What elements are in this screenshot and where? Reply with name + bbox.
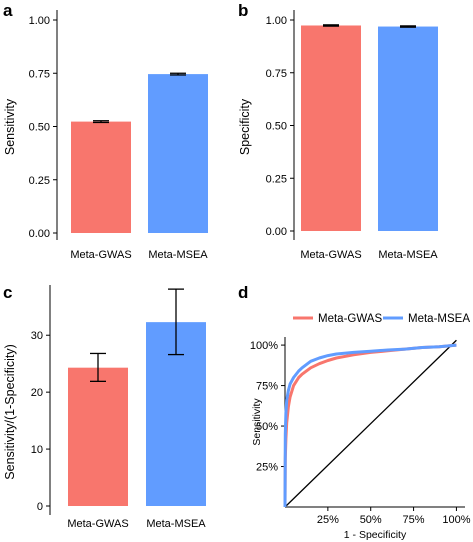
panel-d-legend: Meta-GWAS Meta-MSEA <box>293 313 470 325</box>
panel-b-y-axis-title: Specificity <box>238 98 252 155</box>
panel-d-roc-chart: Meta-GWAS Meta-MSEA Sensitivity 1 - Spec… <box>250 313 471 541</box>
panel-a-y-tick-label: 0.00 <box>29 228 50 240</box>
panel-a-error-bar-meta-gwas <box>93 120 109 124</box>
panel-b-bar-meta-msea <box>378 26 438 231</box>
panel-a-x-tick-label-meta-msea: Meta-MSEA <box>148 249 208 261</box>
panel-a-bar-meta-msea <box>148 74 208 234</box>
panel-letter-b: b <box>238 1 248 20</box>
panel-b-y-tick-label: 0.75 <box>266 68 287 80</box>
legend-label-meta-msea: Meta-MSEA <box>408 313 470 325</box>
panel-a-y-tick-label: 1.00 <box>29 15 50 27</box>
panel-d-y-tick-label: 75% <box>256 381 278 393</box>
panel-c-bar-meta-gwas <box>68 367 128 506</box>
panel-c-x-tick-label-meta-gwas: Meta-GWAS <box>67 518 128 530</box>
panel-letter-c: c <box>3 283 12 302</box>
panel-c-y-tick-label: 0 <box>37 501 43 513</box>
panel-a-y-tick-label: 0.50 <box>29 122 50 134</box>
panel-d-roc-curve-meta-msea <box>283 343 457 508</box>
panel-b-error-bar-meta-gwas <box>323 24 339 27</box>
panel-b-y-tick-label: 0.00 <box>266 226 287 238</box>
panel-d-y-tick-label: 50% <box>256 421 278 433</box>
panel-b-bar-meta-gwas <box>301 25 361 232</box>
panel-b-y-tick-label: 1.00 <box>266 15 287 27</box>
panel-c-error-bar-meta-msea <box>168 288 184 356</box>
panel-b-specificity-chart: Specificity 0.00 0.25 0.50 0.75 1.00 Meta-GW… <box>238 10 438 261</box>
panel-letter-a: a <box>3 1 13 20</box>
panel-d-y-tick-label: 25% <box>256 462 278 474</box>
panel-a-bar-meta-gwas <box>71 121 131 233</box>
panel-b-error-bar-meta-msea <box>400 25 416 28</box>
panel-b-x-tick-label-meta-gwas: Meta-GWAS <box>300 249 361 261</box>
legend-label-meta-gwas: Meta-GWAS <box>318 313 382 325</box>
panel-a-x-tick-label-meta-gwas: Meta-GWAS <box>70 249 131 261</box>
panel-d-reference-diagonal <box>284 339 457 508</box>
panel-d-y-tick-label: 100% <box>250 340 278 352</box>
panel-c-y-tick-label: 20 <box>31 387 43 399</box>
panel-b-x-tick-label-meta-msea: Meta-MSEA <box>378 249 438 261</box>
panel-letter-d: d <box>238 283 248 302</box>
panel-d-x-tick-label: 100% <box>442 514 470 526</box>
panel-c-x-tick-label-meta-msea: Meta-MSEA <box>146 518 206 530</box>
panel-c-ratio-chart: Sensitivity/(1-Specificity) 0 10 20 30 Meta… <box>3 285 206 530</box>
panel-c-y-tick-label: 10 <box>31 444 43 456</box>
panel-b-y-tick-label: 0.50 <box>266 121 287 133</box>
panel-a-error-bar-meta-msea <box>170 72 186 76</box>
panel-c-y-axis-title: Sensitivity/(1-Specificity) <box>3 344 17 479</box>
panel-c-error-bar-meta-gwas <box>90 352 106 382</box>
panel-d-x-tick-label: 25% <box>317 514 339 526</box>
panel-d-x-tick-label: 50% <box>360 514 382 526</box>
panel-d-y-axis-title: Sensitivity <box>251 398 263 446</box>
panel-a-y-tick-label: 0.75 <box>29 68 50 80</box>
panel-a-y-tick-label: 0.25 <box>29 175 50 187</box>
panel-b-y-tick-label: 0.25 <box>266 173 287 185</box>
panel-a-sensitivity-chart: Sensitivity 0.00 0.25 0.50 0.75 1.00 Meta-GW… <box>3 10 208 261</box>
panel-a-y-axis-title: Sensitivity <box>3 98 17 155</box>
panel-d-x-axis-title: 1 - Specificity <box>344 529 407 541</box>
panel-c-y-tick-label: 30 <box>31 330 43 342</box>
panel-d-x-tick-label: 75% <box>403 514 425 526</box>
